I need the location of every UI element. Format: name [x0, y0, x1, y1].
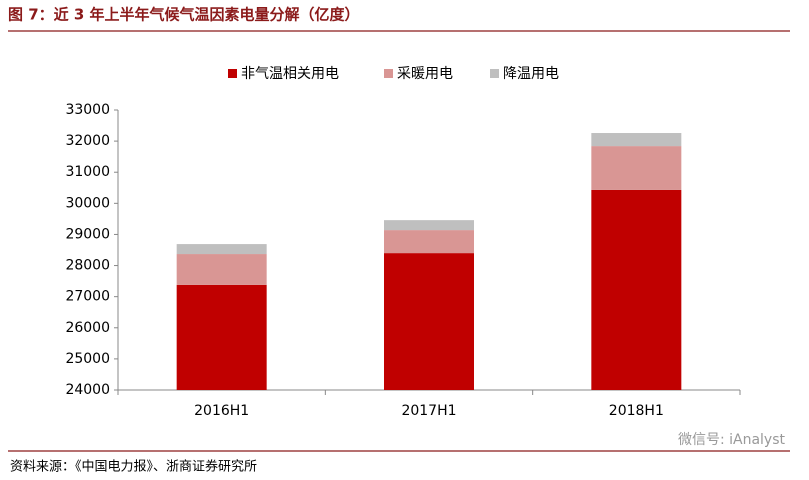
x-tick-label: 2018H1	[609, 403, 664, 419]
bar-segment	[384, 230, 474, 254]
y-tick-label: 33000	[65, 102, 110, 118]
y-tick-label: 25000	[65, 351, 110, 367]
x-tick-label: 2017H1	[401, 403, 456, 419]
bar-segment	[384, 220, 474, 231]
x-tick-label: 2016H1	[194, 403, 249, 419]
y-tick-label: 24000	[65, 382, 110, 398]
y-tick-label: 30000	[65, 195, 110, 211]
bar-segment	[176, 244, 267, 255]
legend-label: 降温用电	[503, 66, 559, 82]
bar-segment	[591, 146, 682, 190]
watermark: 微信号: iAnalyst	[678, 432, 786, 448]
bar-segment	[176, 254, 267, 285]
y-tick-label: 29000	[65, 226, 110, 242]
legend-swatch	[490, 69, 499, 78]
y-tick-label: 28000	[65, 258, 110, 274]
bar-segment	[591, 189, 682, 390]
chart-title: 图 7：近 3 年上半年气候气温因素电量分解（亿度）	[8, 6, 360, 24]
y-tick-label: 26000	[65, 320, 110, 336]
bar-segment	[384, 253, 474, 390]
source-note: 资料来源：《中国电力报》、浙商证券研究所	[10, 459, 257, 475]
legend-swatch	[228, 69, 237, 78]
y-tick-label: 32000	[65, 133, 110, 149]
y-tick-label: 27000	[65, 289, 110, 305]
legend-label: 采暖用电	[397, 66, 453, 82]
legend-label: 非气温相关用电	[241, 66, 339, 82]
bar-segment	[591, 133, 682, 147]
y-tick-label: 31000	[65, 164, 110, 180]
bar-segment	[176, 284, 267, 390]
legend-swatch	[384, 69, 393, 78]
